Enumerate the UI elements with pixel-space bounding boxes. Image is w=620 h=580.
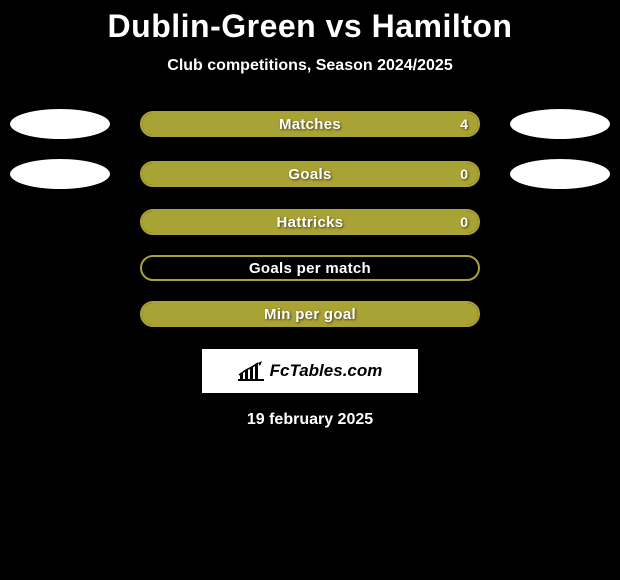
stat-row: Min per goal xyxy=(0,301,620,327)
stat-label: Goals per match xyxy=(249,260,371,277)
player-right-marker xyxy=(510,109,610,139)
brand-badge: FcTables.com xyxy=(202,349,418,393)
stat-bar: Goals 0 xyxy=(140,161,480,187)
player-left-marker xyxy=(10,109,110,139)
stat-bar: Goals per match xyxy=(140,255,480,281)
footer-date: 19 february 2025 xyxy=(0,411,620,429)
brand-chart-icon xyxy=(238,361,264,381)
stat-row: Hattricks 0 xyxy=(0,209,620,235)
stat-bar: Matches 4 xyxy=(140,111,480,137)
stat-label: Goals xyxy=(288,166,331,183)
stat-row: Goals 0 xyxy=(0,159,620,189)
stat-row: Goals per match xyxy=(0,255,620,281)
stat-label: Min per goal xyxy=(264,306,356,323)
player-left-marker xyxy=(10,159,110,189)
stat-value: 0 xyxy=(460,214,468,230)
stat-bar: Hattricks 0 xyxy=(140,209,480,235)
comparison-card: Dublin-Green vs Hamilton Club competitio… xyxy=(0,0,620,429)
stats-list: Matches 4 Goals 0 Hattricks 0 Goals per match M… xyxy=(0,109,620,327)
brand-label: FcTables.com xyxy=(270,361,383,381)
player-right-marker xyxy=(510,159,610,189)
stat-bar: Min per goal xyxy=(140,301,480,327)
stat-row: Matches 4 xyxy=(0,109,620,139)
stat-value: 4 xyxy=(460,116,468,132)
stat-label: Hattricks xyxy=(277,214,344,231)
stat-value: 0 xyxy=(460,166,468,182)
page-subtitle: Club competitions, Season 2024/2025 xyxy=(0,57,620,75)
stat-label: Matches xyxy=(279,116,341,133)
page-title: Dublin-Green vs Hamilton xyxy=(0,8,620,45)
